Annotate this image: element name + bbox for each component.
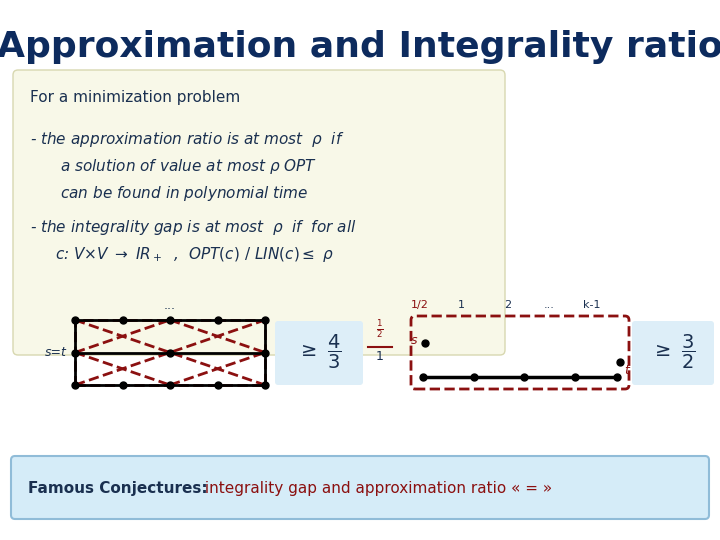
Text: - $\it{the\ approximation\ ratio\ is\ at\ most}$  $\it{\rho}$  if: - $\it{the\ approximation\ ratio\ is\ at… [30,130,344,149]
Text: 2: 2 [504,300,511,310]
Text: For a minimization problem: For a minimization problem [30,90,240,105]
Text: k-1: k-1 [582,300,600,310]
Text: ...: ... [544,300,555,310]
FancyBboxPatch shape [632,321,714,385]
FancyBboxPatch shape [11,456,709,519]
Text: 1: 1 [376,350,384,363]
Text: $\it{a\ solution\ of\ value\ at\ most}$ $\rho$ OPT: $\it{a\ solution\ of\ value\ at\ most}$ … [60,157,318,176]
Text: Famous Conjectures:: Famous Conjectures: [28,481,207,496]
Text: integrality gap and approximation ratio « = »: integrality gap and approximation ratio … [200,481,552,496]
Text: c: V$\times$V $\rightarrow$ IR$_+$  ,  $\it{OPT(c)\ /\ LIN(c)}$$\leq$ $\it{\rho}: c: V$\times$V $\rightarrow$ IR$_+$ , $\i… [55,245,334,264]
Text: - $\it{the\ integrality\ gap\ is\ at\ most}$  $\it{\rho}$  if  for all: - $\it{the\ integrality\ gap\ is\ at\ mo… [30,218,356,237]
Text: 1/2: 1/2 [411,300,429,310]
Text: t: t [624,364,629,377]
Text: $\frac{1}{2}$: $\frac{1}{2}$ [377,318,384,340]
Text: s: s [410,334,417,347]
FancyBboxPatch shape [275,321,363,385]
Text: Approximation and Integrality ratio: Approximation and Integrality ratio [0,30,720,64]
FancyBboxPatch shape [13,70,505,355]
Text: 1: 1 [458,300,464,310]
Text: $\geq\ \dfrac{4}{3}$: $\geq\ \dfrac{4}{3}$ [297,333,341,371]
Text: ...: ... [164,299,176,312]
Text: $\it{can\ be\ found\ in\ polynomial\ time}$: $\it{can\ be\ found\ in\ polynomial\ tim… [60,184,309,203]
Text: $\geq\ \dfrac{3}{2}$: $\geq\ \dfrac{3}{2}$ [651,333,696,371]
Text: s=t: s=t [45,346,67,359]
